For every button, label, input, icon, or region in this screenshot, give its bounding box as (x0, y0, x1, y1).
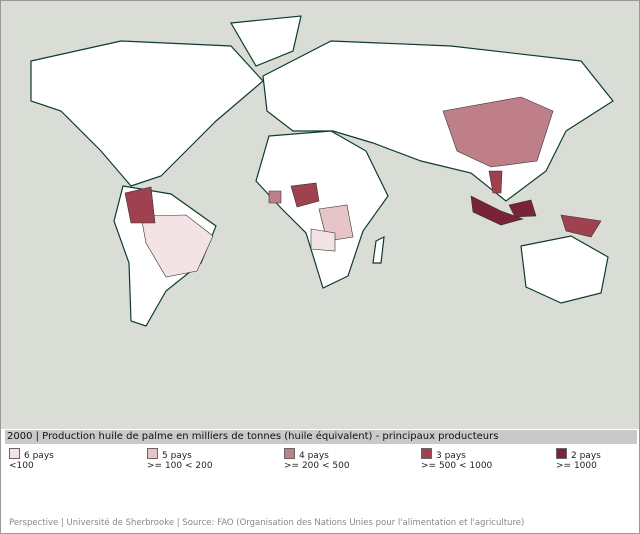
ivory-coast (268, 190, 282, 204)
legend-item: 3 pays >= 500 < 1000 (421, 448, 492, 471)
papua-new-guinea (560, 214, 602, 238)
australia (520, 235, 609, 304)
legend-swatch (421, 448, 432, 459)
legend-range: >= 200 < 500 (284, 461, 350, 471)
china (442, 96, 554, 168)
malaysia (508, 199, 537, 218)
legend-item: 6 pays <100 (9, 448, 54, 471)
madagascar (372, 235, 385, 264)
legend-range: >= 100 < 200 (147, 461, 213, 471)
legend-swatch (556, 448, 567, 459)
legend-item: 2 pays >= 1000 (556, 448, 601, 471)
indonesia (470, 195, 524, 226)
legend-count: 6 pays (24, 451, 54, 461)
legend-item: 4 pays >= 200 < 500 (284, 448, 350, 471)
legend-count: 5 pays (162, 451, 192, 461)
legend-item: 5 pays >= 100 < 200 (147, 448, 213, 471)
nigeria (290, 182, 320, 208)
legend-count: 2 pays (571, 451, 601, 461)
legend-swatch (147, 448, 158, 459)
north-america (30, 40, 264, 187)
legend-range: <100 (9, 461, 34, 471)
legend-range: >= 1000 (556, 461, 597, 471)
legend-range: >= 500 < 1000 (421, 461, 493, 471)
legend-count: 3 pays (436, 451, 466, 461)
footer: Perspective | Université de Sherbrooke |… (9, 518, 525, 528)
greenland (230, 15, 302, 67)
thailand (488, 170, 503, 194)
legend-swatch (9, 448, 20, 459)
colombia (124, 186, 156, 224)
legend-count: 4 pays (299, 451, 329, 461)
angola (310, 228, 336, 252)
map (1, 1, 639, 429)
brazil (140, 214, 214, 278)
map-title: 2000 | Production huile de palme en mill… (5, 430, 637, 444)
legend-swatch (284, 448, 295, 459)
